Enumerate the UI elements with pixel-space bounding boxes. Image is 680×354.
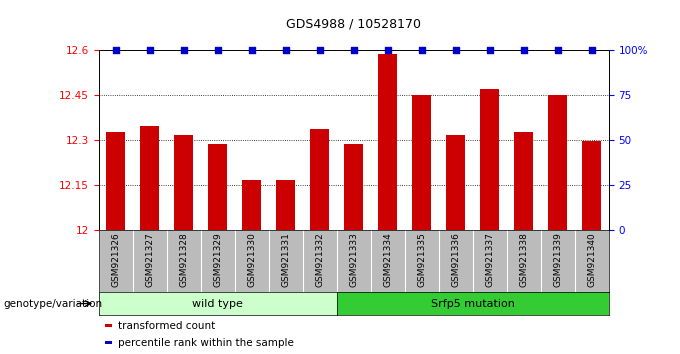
Point bbox=[552, 48, 563, 53]
Text: GSM921330: GSM921330 bbox=[247, 232, 256, 287]
Text: GSM921334: GSM921334 bbox=[383, 232, 392, 287]
Bar bbox=[242, 181, 261, 230]
Text: GSM921337: GSM921337 bbox=[485, 232, 494, 287]
Text: Srfp5 mutation: Srfp5 mutation bbox=[430, 298, 515, 309]
Bar bbox=[208, 144, 227, 230]
Text: GSM921327: GSM921327 bbox=[145, 232, 154, 287]
Text: GSM921331: GSM921331 bbox=[281, 232, 290, 287]
Bar bbox=[174, 135, 193, 230]
Text: GSM921339: GSM921339 bbox=[553, 232, 562, 287]
Point bbox=[314, 48, 325, 53]
Bar bbox=[140, 126, 159, 230]
Point bbox=[348, 48, 359, 53]
Text: GSM921328: GSM921328 bbox=[179, 232, 188, 287]
Point bbox=[178, 48, 189, 53]
Bar bbox=[378, 54, 397, 230]
Text: GSM921332: GSM921332 bbox=[315, 232, 324, 287]
Text: genotype/variation: genotype/variation bbox=[3, 298, 103, 309]
Bar bbox=[310, 129, 329, 230]
Point bbox=[110, 48, 121, 53]
Point bbox=[586, 48, 597, 53]
Text: wild type: wild type bbox=[192, 298, 243, 309]
Point bbox=[212, 48, 223, 53]
Text: GSM921335: GSM921335 bbox=[417, 232, 426, 287]
Text: percentile rank within the sample: percentile rank within the sample bbox=[118, 338, 294, 348]
Text: GSM921329: GSM921329 bbox=[213, 232, 222, 287]
Bar bbox=[446, 135, 465, 230]
Point bbox=[416, 48, 427, 53]
Point bbox=[450, 48, 461, 53]
Text: GSM921338: GSM921338 bbox=[519, 232, 528, 287]
Bar bbox=[548, 95, 567, 230]
Bar bbox=[106, 132, 125, 230]
Bar bbox=[412, 95, 431, 230]
Text: GDS4988 / 10528170: GDS4988 / 10528170 bbox=[286, 18, 421, 31]
Bar bbox=[344, 144, 363, 230]
Point bbox=[280, 48, 291, 53]
Text: transformed count: transformed count bbox=[118, 321, 215, 331]
Text: GSM921340: GSM921340 bbox=[587, 232, 596, 287]
Text: GSM921326: GSM921326 bbox=[111, 232, 120, 287]
Bar bbox=[480, 88, 499, 230]
Point bbox=[246, 48, 257, 53]
Point bbox=[144, 48, 155, 53]
Text: GSM921333: GSM921333 bbox=[349, 232, 358, 287]
Point bbox=[518, 48, 529, 53]
Bar bbox=[514, 132, 533, 230]
Point bbox=[382, 48, 393, 53]
Bar bbox=[276, 181, 295, 230]
Point bbox=[484, 48, 495, 53]
Bar bbox=[582, 141, 601, 230]
Text: GSM921336: GSM921336 bbox=[451, 232, 460, 287]
